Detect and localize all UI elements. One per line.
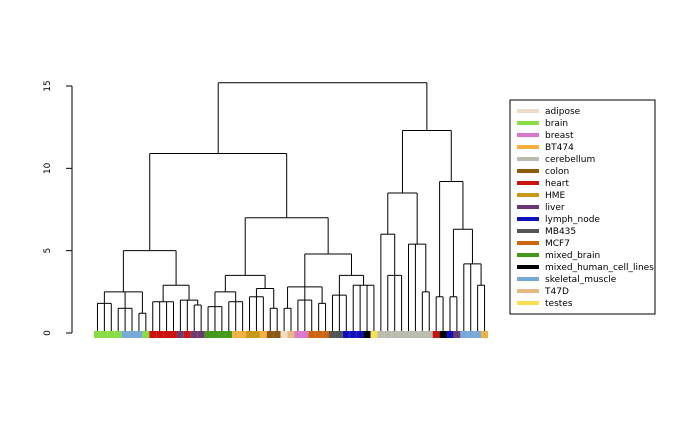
leaf-color — [398, 331, 406, 338]
y-tick-label: 10 — [43, 162, 53, 174]
leaf-color — [280, 331, 288, 338]
legend-label: adipose — [545, 107, 581, 117]
leaf-color — [349, 331, 357, 338]
leaf-color — [94, 331, 101, 338]
legend-label: MB435 — [545, 227, 576, 237]
leaf-color — [239, 331, 247, 338]
leaf-color — [467, 331, 475, 338]
legend-label: BT474 — [545, 143, 574, 153]
leaf-color — [197, 331, 205, 338]
legend-label: cerebellum — [545, 155, 595, 165]
leaf-color — [252, 331, 260, 338]
leaf-color — [453, 331, 461, 338]
leaf-color — [308, 331, 316, 338]
leaf-color — [335, 331, 343, 338]
leaf-color — [439, 331, 447, 338]
leaf-color — [163, 331, 171, 338]
leaf-color — [481, 331, 488, 338]
y-tick-label: 0 — [43, 330, 53, 336]
y-tick-label: 5 — [43, 248, 53, 254]
legend-label: HME — [545, 191, 566, 201]
leaf-color — [135, 331, 143, 338]
leaf-color — [266, 331, 274, 338]
leaf-color — [377, 331, 385, 338]
legend-label: mixed_human_cell_lines — [545, 263, 654, 273]
legend-label: breast — [545, 131, 574, 141]
leaf-color — [356, 331, 364, 338]
leaf-color — [128, 331, 136, 338]
leaf-color — [100, 331, 108, 338]
leaf-color — [142, 331, 150, 338]
leaf-color — [211, 331, 219, 338]
leaf-color — [405, 331, 412, 338]
legend-label: mixed_brain — [545, 251, 600, 261]
y-tick-label: 15 — [43, 80, 53, 91]
leaf-color — [287, 331, 295, 338]
leaf-color — [370, 331, 378, 338]
leaf-color — [232, 331, 240, 338]
leaf-color — [149, 331, 157, 338]
leaf-color — [446, 331, 454, 338]
leaf-color — [204, 331, 212, 338]
leaf-color — [425, 331, 433, 338]
leaf-color — [411, 331, 419, 338]
leaf-color — [259, 331, 267, 338]
leaf-color — [432, 331, 440, 338]
leaf-color — [107, 331, 115, 338]
leaf-color — [246, 331, 253, 338]
leaf-color — [156, 331, 164, 338]
legend-label: testes — [545, 299, 573, 309]
leaf-color — [363, 331, 371, 338]
leaf-color — [315, 331, 323, 338]
leaf-color — [114, 331, 122, 338]
legend-label: liver — [545, 203, 565, 213]
leaf-color — [170, 331, 177, 338]
leaf-color — [342, 331, 350, 338]
leaf-color — [322, 331, 330, 338]
legend-label: brain — [545, 119, 568, 129]
leaf-color — [384, 331, 392, 338]
leaf-color — [474, 331, 482, 338]
leaf-color — [183, 331, 191, 338]
leaf-color — [301, 331, 309, 338]
legend-label: skeletal_muscle — [545, 275, 617, 285]
legend-label: lymph_node — [545, 215, 600, 225]
leaf-color — [225, 331, 233, 338]
legend-label: heart — [545, 179, 569, 189]
leaf-color — [121, 331, 129, 338]
leaf-color — [329, 331, 336, 338]
leaf-color — [273, 331, 281, 338]
leaf-color — [460, 331, 468, 338]
leaf-color — [218, 331, 226, 338]
leaf-color — [190, 331, 198, 338]
leaf-color — [391, 331, 399, 338]
legend-label: MCF7 — [545, 239, 570, 249]
leaf-color — [294, 331, 302, 338]
legend-label: colon — [545, 167, 569, 177]
leaf-color — [176, 331, 184, 338]
legend-label: T47D — [544, 287, 569, 297]
leaf-color — [418, 331, 426, 338]
